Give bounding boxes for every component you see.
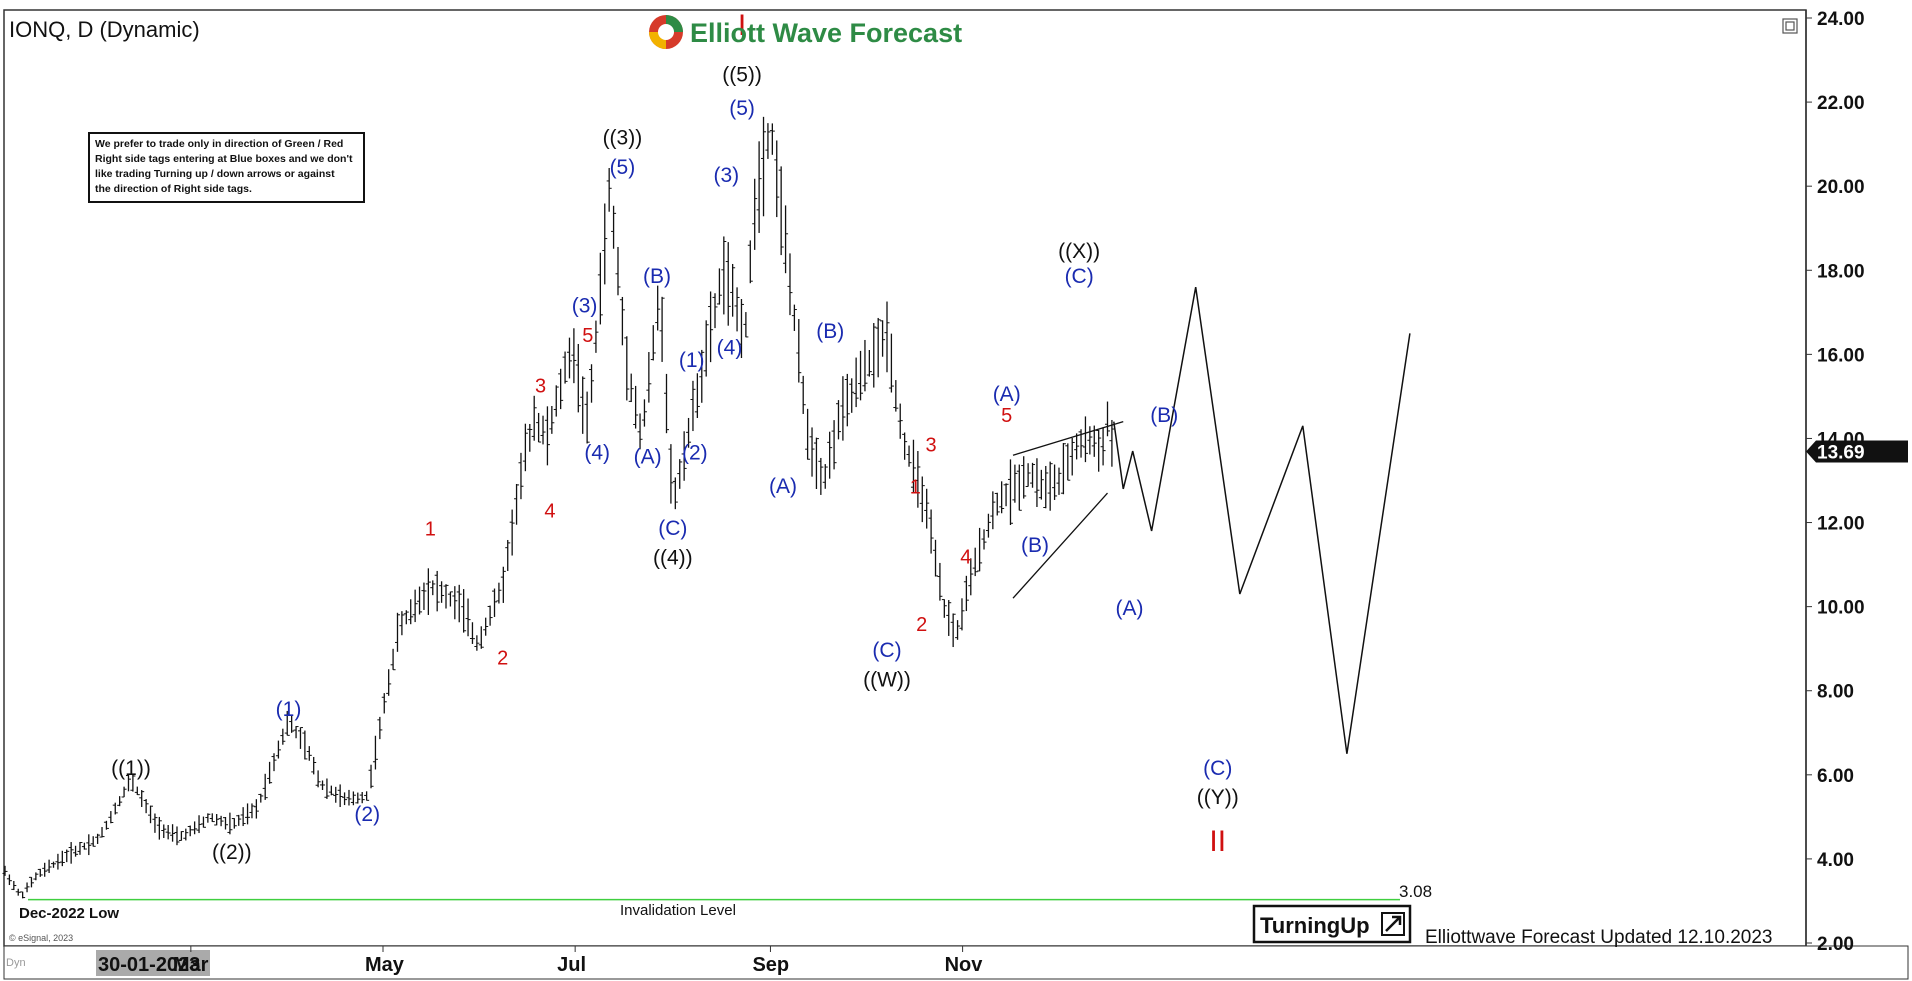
- note-line-3: like trading Turning up / down arrows or…: [95, 168, 335, 180]
- wave-label: (5): [610, 156, 636, 179]
- y-tick-label: 4.00: [1817, 850, 1854, 871]
- invalidation-value: 3.08: [1399, 882, 1432, 901]
- wave-label: (B): [643, 265, 671, 288]
- wave-label: ((5)): [722, 63, 762, 86]
- wave-label: ((2)): [212, 841, 252, 864]
- wave-label: 4: [544, 500, 555, 522]
- wave-label: (A): [993, 383, 1021, 406]
- arrow-up-right-icon: [1381, 912, 1405, 936]
- x-tick-label: Mar: [173, 954, 209, 976]
- wave-label: 2: [497, 647, 508, 669]
- y-tick-label: 10.00: [1817, 598, 1865, 619]
- wave-label: (3): [714, 164, 740, 187]
- wave-label: (B): [1150, 404, 1178, 427]
- wave-label: (2): [354, 803, 380, 826]
- last-price-value: 13.69: [1817, 442, 1865, 463]
- x-tick-label: 30-01-2023: [98, 954, 200, 976]
- wave-label: ((W)): [863, 669, 911, 692]
- note-line-1: We prefer to trade only in direction of …: [95, 138, 343, 150]
- x-tick-label: Jul: [557, 954, 586, 976]
- turning-up-badge: TurningUp: [1252, 904, 1412, 944]
- note-line-2: Right side tags entering at Blue boxes a…: [95, 153, 353, 165]
- wave-label: ((1)): [111, 757, 151, 780]
- wave-label: II: [1209, 825, 1226, 858]
- projection-path: [1113, 286, 1411, 754]
- price-bars: [2, 116, 1115, 899]
- window-restore-icon[interactable]: [1782, 18, 1798, 34]
- wave-label: (A): [769, 475, 797, 498]
- wave-label: I: [738, 9, 746, 42]
- wave-label: (3): [572, 295, 598, 318]
- y-tick-label: 8.00: [1817, 682, 1854, 703]
- wave-label: (4): [717, 336, 743, 359]
- updated-text: Elliottwave Forecast Updated 12.10.2023: [1425, 927, 1773, 948]
- y-tick-label: 22.00: [1817, 93, 1865, 114]
- wave-label: (C): [872, 639, 901, 662]
- y-tick-label: 24.00: [1817, 9, 1865, 30]
- symbol-title: IONQ, D (Dynamic): [9, 17, 200, 42]
- wedge-upper-line: [1012, 421, 1124, 456]
- note-line-4: the direction of Right side tags.: [95, 183, 252, 195]
- wave-label: 3: [535, 375, 546, 397]
- wave-labels: ((1)) ((2)) (1) (2) 1 2 3 4 5 (3) (4) (5) ((3)) (A) (B…: [111, 9, 1239, 864]
- wave-label: (B): [816, 320, 844, 343]
- wave-label: (C): [658, 517, 687, 540]
- projection-line: [1113, 286, 1411, 754]
- wave-label: (4): [584, 441, 610, 464]
- wave-label: 3: [926, 434, 937, 456]
- y-tick-label: 6.00: [1817, 766, 1854, 787]
- date-highlight: [96, 950, 210, 976]
- logo-text: Elliott Wave Forecast: [690, 18, 962, 48]
- wave-label: (C): [1203, 757, 1232, 780]
- trading-note-box: We prefer to trade only in direction of …: [88, 132, 365, 203]
- dec-low-label: Dec-2022 Low: [19, 905, 119, 922]
- x-tick-label: May: [365, 954, 405, 976]
- wedge-lower-line: [1012, 492, 1108, 599]
- wave-label: (1): [679, 349, 705, 372]
- wave-label: ((4)): [653, 547, 693, 570]
- wave-label: ((X)): [1058, 240, 1100, 263]
- turning-up-label: TurningUp: [1260, 913, 1370, 938]
- invalidation-label: Invalidation Level: [620, 902, 736, 919]
- x-tick-label: Nov: [945, 954, 984, 976]
- wave-label: 4: [960, 547, 971, 569]
- x-tick-label: Sep: [752, 954, 789, 976]
- y-tick-label: 18.00: [1817, 261, 1865, 282]
- wave-label: ((Y)): [1197, 786, 1239, 809]
- wave-label: 1: [425, 518, 436, 540]
- y-tick-label: 2.00: [1817, 934, 1854, 955]
- y-tick-label: 12.00: [1817, 514, 1865, 535]
- logo: Elliott Wave Forecast: [649, 15, 962, 49]
- wave-label: (1): [276, 698, 302, 721]
- triangle-wedge: [1012, 421, 1124, 599]
- wave-label: (A): [1116, 597, 1144, 620]
- wave-label: (C): [1065, 265, 1094, 288]
- wave-label: (5): [729, 97, 755, 120]
- date-axis-bar: [3, 945, 1909, 980]
- wave-label: 5: [1001, 405, 1012, 427]
- price-axis: 24.0022.0020.0018.0016.0014.0012.0010.00…: [1806, 9, 1865, 955]
- wave-label: (2): [682, 441, 708, 464]
- corner-tag: Dyn: [6, 957, 26, 969]
- y-tick-label: 20.00: [1817, 177, 1865, 198]
- wave-label: 1: [910, 476, 921, 498]
- y-tick-label: 16.00: [1817, 345, 1865, 366]
- wave-label: ((3)): [603, 126, 643, 149]
- wave-label: (A): [634, 446, 662, 469]
- wave-label: (B): [1021, 534, 1049, 557]
- copyright-text: © eSignal, 2023: [9, 933, 73, 943]
- wave-label: 2: [916, 614, 927, 636]
- wave-label: 5: [582, 325, 593, 347]
- last-price-marker: 13.69: [1806, 440, 1908, 463]
